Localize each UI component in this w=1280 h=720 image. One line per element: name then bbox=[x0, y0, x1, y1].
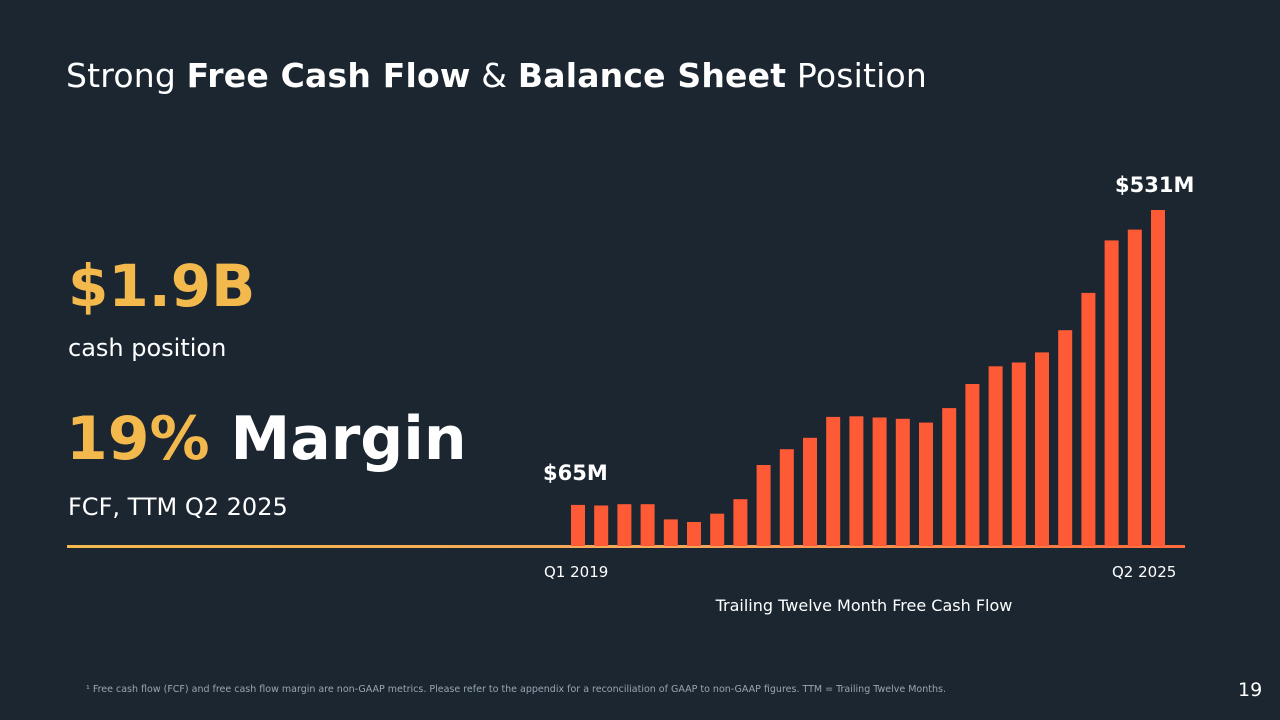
bar-1 bbox=[571, 504, 585, 546]
footnote: ¹ Free cash flow (FCF) and free cash flo… bbox=[86, 684, 946, 695]
page-number: 19 bbox=[1238, 679, 1263, 701]
title-part-1: Strong bbox=[66, 56, 187, 95]
title-part-5: Position bbox=[786, 56, 927, 95]
bar-5 bbox=[663, 519, 678, 546]
fcf-margin-label: FCF, TTM Q2 2025 bbox=[68, 493, 288, 521]
bar-8 bbox=[733, 499, 748, 546]
bar-19 bbox=[988, 366, 1003, 546]
chart-bars bbox=[571, 210, 1165, 546]
fcf-margin-headline: 19% Margin bbox=[66, 404, 467, 474]
fcf-margin-word: Margin bbox=[230, 404, 467, 474]
title-part-3: & bbox=[470, 56, 518, 95]
x-tick-label-start: Q1 2019 bbox=[544, 563, 608, 581]
bar-4 bbox=[640, 504, 655, 546]
first-bar-data-label: $65M bbox=[543, 461, 608, 485]
x-tick-label-end: Q2 2025 bbox=[1112, 563, 1176, 581]
bar-24 bbox=[1104, 240, 1119, 546]
bar-7 bbox=[710, 513, 725, 546]
title-emphasis-fcf: Free Cash Flow bbox=[186, 56, 471, 95]
bar-11 bbox=[803, 437, 817, 546]
bar-3 bbox=[617, 504, 632, 546]
bar-20 bbox=[1011, 362, 1026, 546]
bar-14 bbox=[872, 417, 887, 546]
bar-6 bbox=[687, 522, 701, 546]
bar-17 bbox=[942, 408, 957, 546]
bar-9 bbox=[756, 465, 771, 546]
bar-21 bbox=[1035, 352, 1049, 546]
bar-25 bbox=[1127, 229, 1142, 546]
chart-baseline bbox=[67, 545, 1185, 548]
bar-16 bbox=[919, 422, 933, 546]
x-axis-label: Trailing Twelve Month Free Cash Flow bbox=[715, 596, 1013, 615]
bar-15 bbox=[895, 418, 910, 546]
bar-12 bbox=[826, 416, 841, 546]
bar-26 bbox=[1151, 210, 1165, 546]
bar-22 bbox=[1058, 330, 1073, 546]
bar-18 bbox=[965, 384, 980, 546]
bar-23 bbox=[1081, 292, 1096, 546]
bar-10 bbox=[779, 449, 794, 546]
title-emphasis-balance-sheet: Balance Sheet bbox=[517, 56, 787, 95]
cash-position-value: $1.9B bbox=[68, 252, 256, 320]
last-bar-data-label: $531M bbox=[1115, 173, 1194, 197]
slide-title: Strong Free Cash Flow & Balance Sheet Po… bbox=[66, 56, 927, 95]
bar-13 bbox=[849, 416, 864, 546]
cash-position-label: cash position bbox=[68, 334, 227, 362]
bar-2 bbox=[594, 505, 609, 546]
fcf-margin-percent: 19% bbox=[66, 404, 210, 474]
